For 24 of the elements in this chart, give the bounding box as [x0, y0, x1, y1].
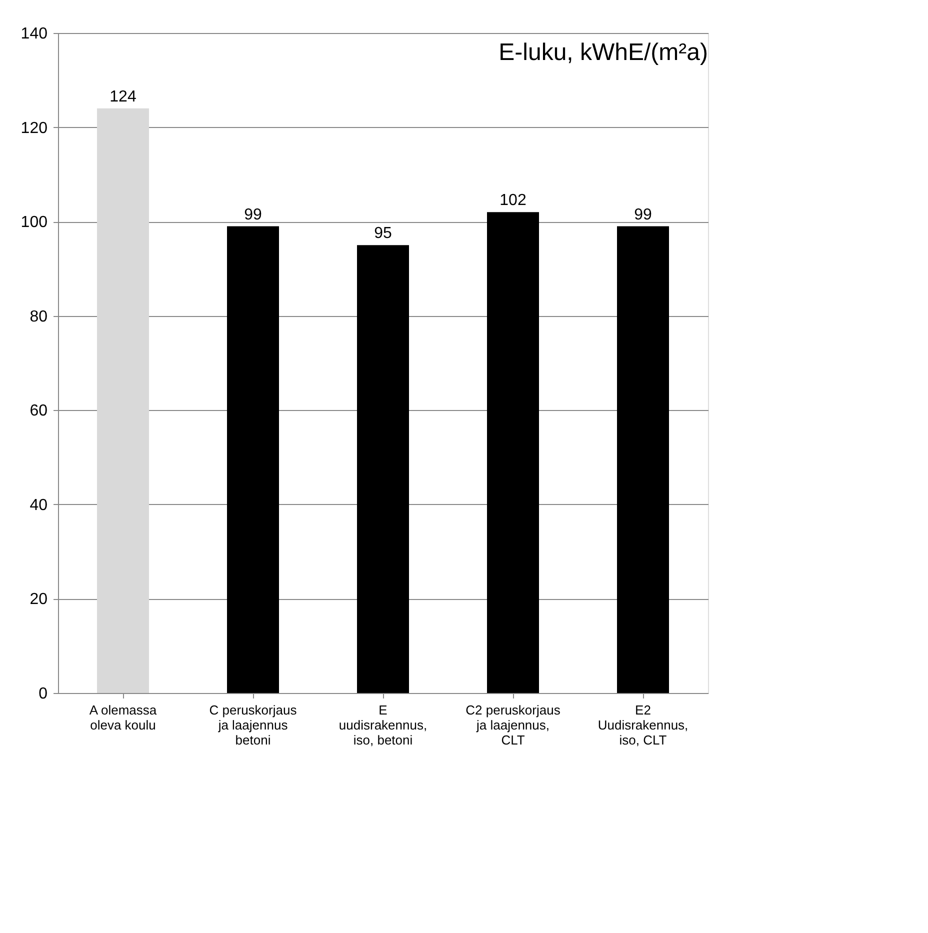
y-tick-label: 40 — [30, 496, 48, 514]
y-tick-label: 0 — [38, 686, 48, 702]
x-tick-label: E uudisrakennus, iso, betoni — [338, 702, 428, 748]
y-tick-label: 20 — [30, 591, 48, 608]
data-label: 102 — [500, 192, 526, 210]
y-tick-label: 140 — [20, 26, 48, 42]
y-tick-label: 60 — [30, 402, 48, 420]
data-label: 99 — [634, 206, 652, 224]
x-tick-label: A olemassa oleva koulu — [89, 702, 158, 732]
y-tick-label: 120 — [20, 120, 48, 137]
bar — [617, 226, 669, 693]
x-tick-label: E2 Uudisrakennus, iso, CLT — [598, 702, 688, 748]
bar — [97, 108, 149, 693]
data-label: 99 — [244, 206, 262, 224]
chart-title: E-luku, kWhE/(m²a) — [498, 39, 708, 66]
bar — [487, 212, 539, 693]
y-tick-label: 100 — [20, 214, 48, 232]
data-label: 124 — [110, 88, 136, 106]
x-tick-label: C2 peruskorjaus ja laajennus, CLT — [466, 702, 561, 748]
x-tick-label: C peruskorjaus ja laajennus betoni — [209, 702, 298, 748]
y-tick-label: 80 — [30, 308, 48, 326]
bar — [227, 226, 279, 693]
data-label: 95 — [374, 225, 392, 242]
bar — [357, 245, 409, 693]
